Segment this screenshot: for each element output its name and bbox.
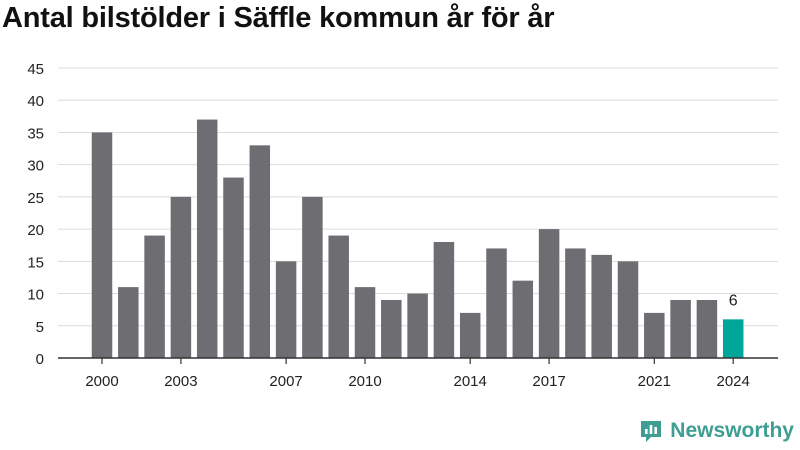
bar [196, 119, 218, 358]
x-tick-label: 2024 [717, 373, 750, 390]
bar [144, 235, 165, 358]
data-label: 6 [729, 292, 738, 309]
bar [670, 300, 691, 358]
bar [486, 248, 507, 358]
brand-logo: Newsworthy [638, 418, 794, 444]
y-tick-label: 10 [27, 287, 44, 304]
bar [275, 261, 297, 358]
x-tick-label: 2021 [638, 373, 671, 390]
y-tick-label: 45 [27, 61, 44, 78]
bar [170, 196, 192, 358]
y-tick-label: 30 [27, 158, 44, 175]
y-tick-label: 15 [27, 254, 44, 271]
newsworthy-logo-icon [641, 421, 662, 442]
bar [91, 132, 113, 358]
bar [617, 261, 639, 358]
x-tick-label: 2014 [454, 373, 487, 390]
y-tick-label: 35 [27, 125, 44, 142]
x-tick-label: 2003 [164, 373, 197, 390]
y-tick-label: 25 [27, 190, 44, 207]
bar [459, 312, 481, 358]
bar [722, 319, 744, 358]
y-tick-label: 0 [36, 351, 44, 368]
x-tick-label: 2010 [348, 373, 381, 390]
bar [538, 229, 560, 358]
x-tick-label: 2007 [269, 373, 302, 390]
x-tick-label: 2017 [532, 373, 565, 390]
bar [118, 287, 139, 358]
y-tick-label: 20 [27, 222, 44, 239]
y-tick-label: 5 [36, 319, 44, 336]
bar [328, 235, 349, 358]
chart-title: Antal bilstölder i Säffle kommun år för … [2, 2, 555, 34]
bar [302, 196, 323, 358]
bar [249, 145, 271, 358]
bar [407, 293, 428, 358]
bar [354, 287, 376, 358]
bar [696, 300, 718, 358]
bar [591, 254, 612, 358]
bar [644, 312, 665, 358]
bar [512, 280, 534, 358]
bar [433, 242, 455, 358]
brand-name: Newsworthy [670, 419, 794, 442]
bar [223, 177, 244, 358]
x-tick-label: 2000 [85, 373, 118, 390]
bar [381, 300, 402, 358]
bar [565, 248, 586, 358]
y-tick-label: 40 [27, 93, 44, 110]
